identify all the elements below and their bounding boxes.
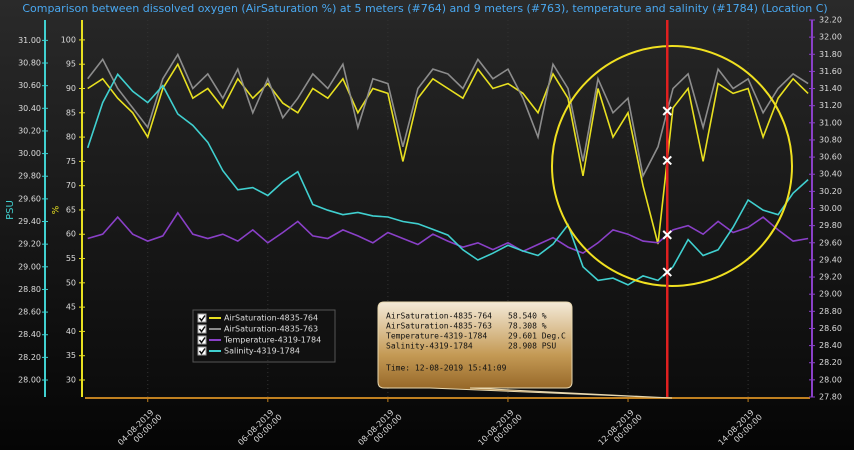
tooltip-value: 28.908 PSU bbox=[508, 342, 556, 351]
yticks-label: 65 bbox=[66, 205, 76, 214]
cursor-marker bbox=[662, 230, 672, 240]
y3ticks-label: 29.80 bbox=[18, 172, 41, 181]
y3ticks-label: 30.80 bbox=[18, 59, 41, 68]
y3ticks-label: 30.00 bbox=[18, 149, 41, 158]
y2ticks-label: 29.40 bbox=[819, 255, 842, 264]
y3ticks-label: 31.00 bbox=[18, 36, 41, 45]
tooltip-name: Temperature-4319-1784 bbox=[386, 332, 487, 341]
yticks-label: 70 bbox=[66, 181, 76, 190]
y3ticks-label: 29.20 bbox=[18, 240, 41, 249]
yticks-label: 50 bbox=[66, 278, 76, 287]
y2ticks-label: 27.80 bbox=[819, 393, 842, 402]
y2ticks-label: 31.00 bbox=[819, 118, 842, 127]
legend-check bbox=[198, 348, 206, 355]
tooltip-box bbox=[377, 301, 673, 399]
tooltip-name: Salinity-4319-1784 bbox=[386, 342, 473, 351]
legend-check bbox=[198, 326, 206, 333]
y2ticks-label: 29.20 bbox=[819, 273, 842, 282]
series-line bbox=[87, 62, 809, 245]
yticks-label: 40 bbox=[66, 327, 76, 336]
series-line bbox=[86, 72, 809, 286]
y2ticks-label: 28.20 bbox=[819, 358, 842, 367]
y2ticks-label: 30.60 bbox=[819, 153, 842, 162]
y2ticks-label: 32.20 bbox=[819, 16, 842, 25]
y2ticks-label: 30.80 bbox=[819, 135, 842, 144]
y3-axis-label: PSU bbox=[5, 200, 16, 220]
y2ticks-label: 29.00 bbox=[819, 290, 842, 299]
y2ticks-label: 31.80 bbox=[819, 50, 842, 59]
tooltip-name: AirSaturation-4835-764 bbox=[386, 312, 492, 321]
y3ticks-label: 28.60 bbox=[18, 308, 41, 317]
legend: AirSaturation-4835-764 AirSaturation-4835… bbox=[192, 309, 336, 363]
y2ticks-label: 31.60 bbox=[819, 67, 842, 76]
chart-title: Comparison between dissolved oxygen (Air… bbox=[22, 2, 827, 15]
yticks-label: 80 bbox=[66, 133, 76, 142]
y3ticks-label: 28.80 bbox=[18, 285, 41, 294]
yticks-label: 90 bbox=[66, 84, 76, 93]
legend-label: AirSaturation-4835-763 bbox=[224, 325, 318, 334]
yticks-label: 100 bbox=[61, 35, 76, 44]
y2ticks-label: 28.40 bbox=[819, 341, 842, 350]
tooltip-value: 58.540 % bbox=[508, 312, 547, 321]
y-axis-label: % bbox=[52, 205, 62, 214]
y3ticks-label: 28.00 bbox=[18, 376, 41, 385]
legend-checkbox bbox=[197, 335, 207, 345]
y2ticks-label: 29.80 bbox=[819, 221, 842, 230]
highlight-circle bbox=[551, 45, 793, 287]
yticks-label: 55 bbox=[66, 254, 76, 263]
y3ticks-label: 28.40 bbox=[18, 330, 41, 339]
y2ticks-label: 30.40 bbox=[819, 170, 842, 179]
cursor-marker bbox=[662, 267, 672, 277]
y2ticks-label: 31.40 bbox=[819, 84, 842, 93]
y2ticks-label: 28.00 bbox=[819, 375, 842, 384]
legend-check bbox=[198, 315, 206, 322]
yticks-label: 30 bbox=[66, 375, 76, 384]
yticks-label: 45 bbox=[66, 303, 76, 312]
yticks-label: 35 bbox=[66, 351, 76, 360]
yticks-label: 75 bbox=[66, 157, 76, 166]
y2ticks-label: 28.80 bbox=[819, 307, 842, 316]
series-line bbox=[87, 211, 809, 255]
yticks-label: 95 bbox=[66, 60, 76, 69]
y2ticks-label: 32.00 bbox=[819, 33, 842, 42]
y3ticks-label: 29.60 bbox=[18, 194, 41, 203]
legend-checkbox bbox=[197, 324, 207, 334]
y2ticks-label: 31.20 bbox=[819, 101, 842, 110]
yticks-label: 85 bbox=[66, 108, 76, 117]
legend-checkbox bbox=[197, 346, 207, 356]
series-line bbox=[87, 52, 809, 179]
tooltip-value: 29.601 Deg.C bbox=[508, 332, 566, 341]
legend-label: Salinity-4319-1784 bbox=[224, 347, 300, 356]
y2ticks-label: 30.00 bbox=[819, 204, 842, 213]
legend-label: AirSaturation-4835-764 bbox=[224, 314, 318, 323]
y3ticks-label: 28.20 bbox=[18, 353, 41, 362]
legend-label: Temperature-4319-1784 bbox=[223, 336, 321, 345]
legend-checkbox bbox=[197, 313, 207, 323]
tooltip-value: 78.308 % bbox=[508, 322, 547, 331]
cursor-marker bbox=[662, 155, 672, 166]
legend-check bbox=[198, 337, 206, 344]
y3ticks-label: 29.40 bbox=[18, 217, 41, 226]
y2ticks-label: 28.60 bbox=[819, 324, 842, 333]
y2ticks-label: 29.60 bbox=[819, 238, 842, 247]
y3ticks-label: 30.40 bbox=[18, 104, 41, 113]
y2ticks-label: 30.20 bbox=[819, 187, 842, 196]
y3ticks-label: 30.60 bbox=[18, 81, 41, 90]
tooltip-time: Time: 12-08-2019 15:41:09 bbox=[386, 364, 507, 373]
yticks-label: 60 bbox=[66, 230, 76, 239]
y3ticks-label: 30.20 bbox=[18, 126, 41, 135]
cursor-marker bbox=[662, 106, 672, 116]
tooltip-name: AirSaturation-4835-763 bbox=[386, 322, 492, 331]
y3ticks-label: 29.00 bbox=[18, 262, 41, 271]
